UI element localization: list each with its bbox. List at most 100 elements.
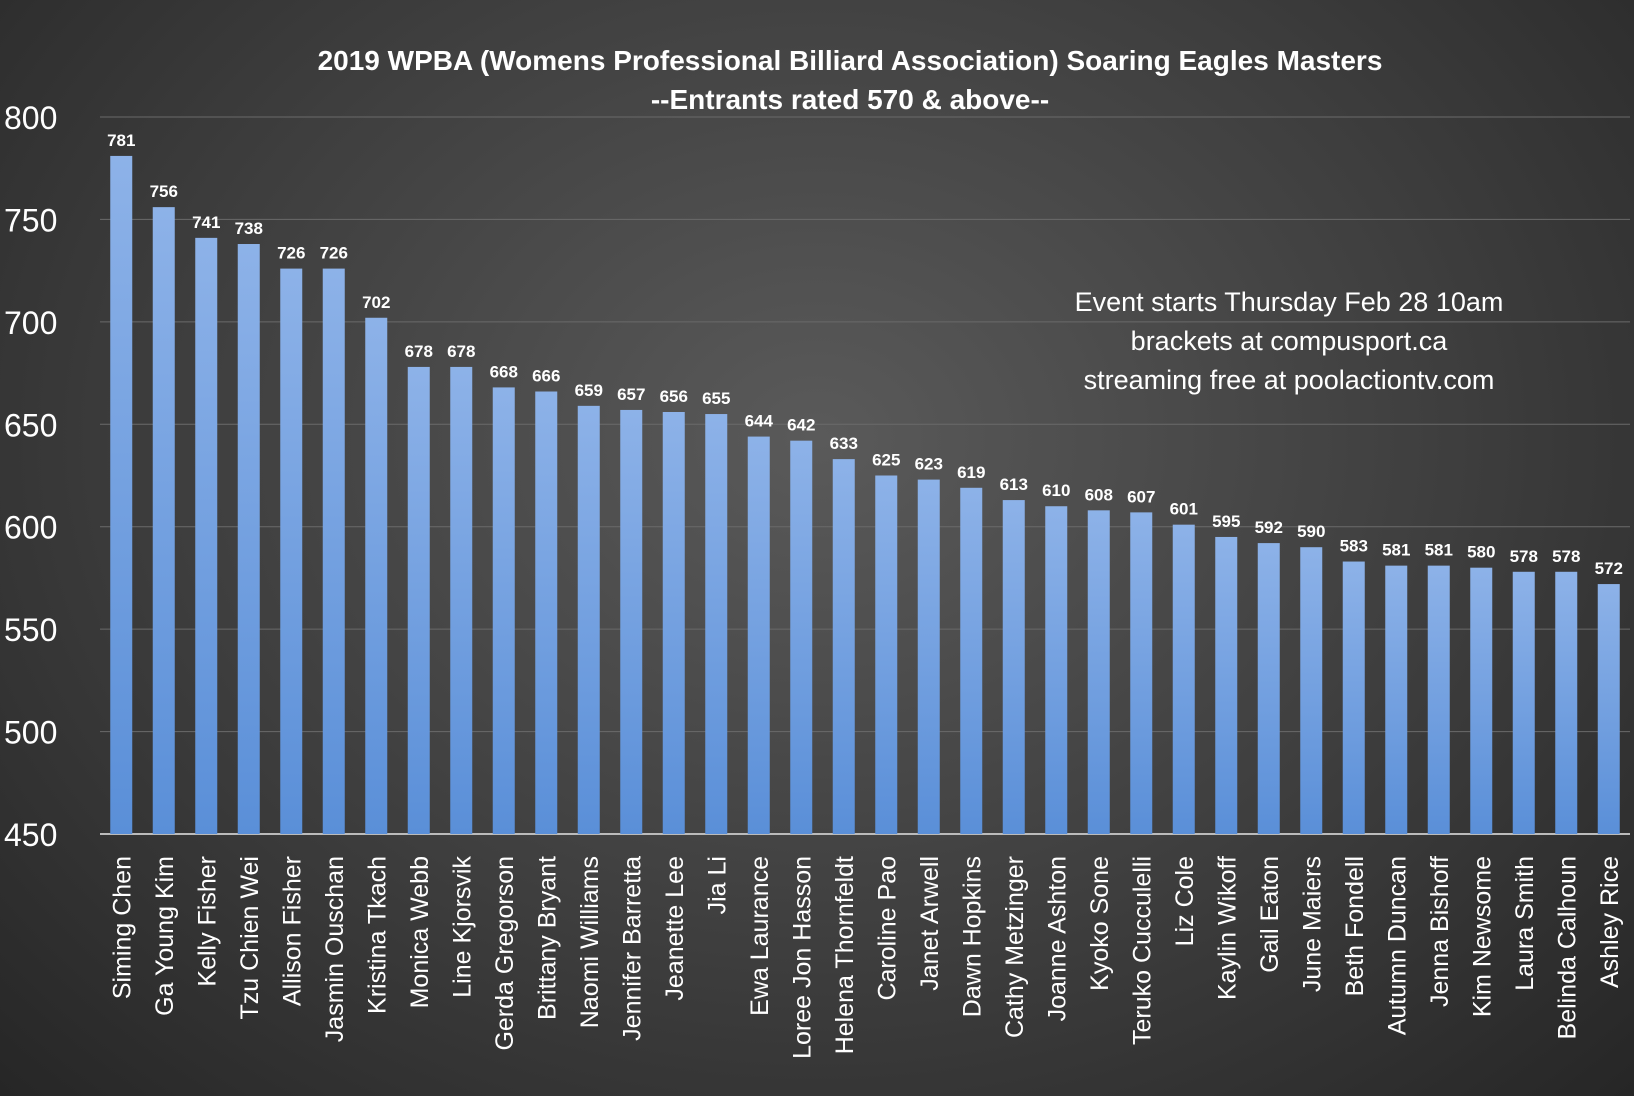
x-tick-label: Caroline Pao [873, 856, 901, 1001]
bar [577, 405, 600, 834]
bar [1300, 547, 1323, 834]
x-tick-label: Allison Fisher [278, 856, 306, 1006]
data-label: 601 [1170, 500, 1198, 519]
bar [1045, 506, 1068, 834]
bar [152, 207, 175, 834]
y-tick-label: 450 [4, 817, 57, 853]
x-tick-label: Liz Cole [1171, 856, 1199, 946]
bar [280, 268, 303, 834]
x-tick-label: Jennifer Barretta [618, 856, 646, 1041]
x-tick-label: Loree Jon Hasson [788, 856, 816, 1059]
x-tick-label: Ga Young Kim [151, 856, 179, 1016]
bar [450, 366, 473, 834]
bar [1087, 510, 1110, 834]
data-label: 738 [235, 219, 263, 238]
x-tick-label: Janet Arwell [916, 856, 944, 991]
data-label: 702 [362, 293, 390, 312]
bar [832, 459, 855, 834]
bar [535, 391, 558, 834]
data-label: 578 [1510, 547, 1538, 566]
x-tick-label: Tzu Chien Wei [236, 856, 264, 1020]
data-label: 678 [405, 342, 433, 361]
x-tick-label: Kim Newsome [1468, 856, 1496, 1017]
bar [662, 411, 685, 834]
data-label: 642 [787, 416, 815, 435]
data-label: 581 [1425, 541, 1453, 560]
x-tick-label: Beth Fondell [1341, 856, 1369, 996]
bar [365, 317, 388, 834]
bar [1512, 571, 1535, 834]
chart-title: 2019 WPBA (Womens Professional Billiard … [318, 45, 1383, 76]
bar [492, 387, 515, 834]
data-label: 607 [1127, 487, 1155, 506]
x-tick-label: Joanne Ashton [1043, 856, 1071, 1021]
data-label: 655 [702, 389, 730, 408]
bar [747, 436, 770, 834]
y-tick-label: 750 [4, 202, 57, 238]
data-label: 644 [745, 412, 774, 431]
y-tick-label: 700 [4, 305, 57, 341]
x-tick-label: Teruko Cucculelli [1128, 856, 1156, 1045]
x-tick-label: Kaylin Wikoff [1213, 856, 1241, 1000]
bar [1342, 561, 1365, 834]
bar [407, 366, 430, 834]
data-label: 625 [872, 451, 900, 470]
bar [1130, 512, 1153, 834]
x-tick-label: Kristina Tkach [363, 856, 391, 1014]
bar [1215, 536, 1238, 834]
bar [1257, 543, 1280, 834]
data-label: 656 [660, 387, 688, 406]
data-label: 580 [1467, 543, 1495, 562]
bar [620, 409, 643, 834]
y-tick-label: 650 [4, 407, 57, 443]
bar [110, 155, 133, 834]
annotation-line-2: brackets at compusport.ca [1131, 326, 1449, 356]
x-tick-label: Jenna Bishoff [1426, 856, 1454, 1007]
y-tick-label: 800 [4, 100, 57, 136]
x-tick-label: Helena Thornfeldt [831, 856, 859, 1054]
bar [1555, 571, 1578, 834]
x-tick-label: Kelly Fisher [193, 856, 221, 987]
bar [1002, 500, 1025, 834]
data-label: 613 [1000, 475, 1028, 494]
data-label: 678 [447, 342, 475, 361]
bar [790, 440, 813, 834]
x-tick-label: Kyoko Sone [1086, 856, 1114, 991]
bar [1470, 567, 1493, 834]
bar [875, 475, 898, 834]
bar [705, 414, 728, 834]
data-label: 583 [1340, 537, 1368, 556]
data-label: 592 [1255, 518, 1283, 537]
bar [1597, 584, 1620, 834]
bar [917, 479, 940, 834]
data-label: 657 [617, 385, 645, 404]
x-tick-label: Siming Chen [108, 856, 136, 999]
annotation-line-3: streaming free at poolactiontv.com [1084, 365, 1495, 395]
x-tick-label: Jia Li [703, 856, 731, 914]
data-label: 608 [1085, 485, 1113, 504]
bar [1427, 565, 1450, 834]
data-label: 781 [107, 131, 135, 150]
data-label: 619 [957, 463, 985, 482]
data-label: 756 [150, 182, 178, 201]
x-tick-label: Naomi Williams [576, 856, 604, 1028]
bar [1385, 565, 1408, 834]
x-tick-label: Line Kjorsvik [448, 856, 476, 998]
data-label: 659 [575, 381, 603, 400]
x-tick-label: Gerda Gregorson [491, 856, 519, 1051]
x-tick-label: Ashley Rice [1596, 856, 1624, 988]
x-tick-label: Autumn Duncan [1383, 856, 1411, 1035]
x-tick-label: Jeanette Lee [661, 856, 689, 1001]
data-label: 668 [490, 362, 518, 381]
x-tick-label: Jasmin Ouschan [321, 856, 349, 1042]
data-label: 595 [1212, 512, 1240, 531]
y-tick-label: 600 [4, 510, 57, 546]
bar [960, 487, 983, 834]
x-tick-label: Cathy Metzinger [1001, 856, 1029, 1038]
annotation-line-1: Event starts Thursday Feb 28 10am [1075, 287, 1504, 317]
x-tick-label: June Maiers [1298, 856, 1326, 992]
data-label: 610 [1042, 481, 1070, 500]
data-label: 726 [320, 244, 348, 263]
data-label: 666 [532, 367, 560, 386]
